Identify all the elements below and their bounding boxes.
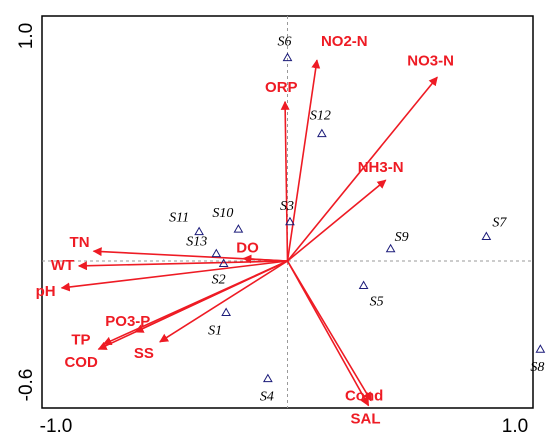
- arrow-label-tp: TP: [71, 331, 90, 348]
- site-marker-s7: [481, 231, 492, 240]
- arrow-do: [242, 254, 288, 264]
- x-tick-min: -1.0: [40, 416, 73, 437]
- site-label-s7: S7: [492, 216, 507, 231]
- site-label-s6: S6: [278, 35, 292, 50]
- arrow-cod: [97, 260, 288, 350]
- sites-layer: S1 S2 S3 S4 S5 S6 S7 S8 S9 S10 S11 S12 S13: [169, 35, 546, 405]
- arrow-label-cod: COD: [64, 354, 98, 371]
- site-marker-s6: [282, 52, 293, 62]
- site-label-s11: S11: [169, 211, 189, 226]
- site-label-s1: S1: [208, 323, 222, 338]
- arrows-layer: NO2-NORPNO3-NNH3-NTNWTDOpHPO3-PTPCODSSCo…: [36, 33, 454, 427]
- site-marker-s2: [218, 258, 229, 267]
- site-label-s13: S13: [186, 235, 207, 250]
- arrow-no2-n: [286, 59, 321, 262]
- site-label-s12: S12: [310, 109, 331, 124]
- site-marker-s12: [317, 128, 327, 138]
- y-tick-min: -0.6: [16, 369, 37, 402]
- site-marker-s9: [385, 243, 396, 253]
- site-marker-s5: [358, 280, 369, 289]
- site-marker-s8: [535, 344, 546, 353]
- site-label-s8: S8: [530, 360, 544, 375]
- arrow-label-tn: TN: [70, 234, 90, 251]
- site-label-s9: S9: [395, 230, 409, 245]
- site-label-s5: S5: [370, 295, 384, 310]
- arrow-label-po3-p: PO3-P: [105, 313, 150, 330]
- arrow-no3-n: [286, 76, 438, 262]
- site-marker-s1: [221, 307, 231, 316]
- arrow-sal: [286, 260, 370, 407]
- site-marker-s4: [262, 373, 273, 383]
- site-label-s2: S2: [212, 272, 226, 287]
- site-label-s4: S4: [260, 390, 274, 405]
- y-tick-max: 1.0: [16, 23, 37, 49]
- arrow-nh3-n: [286, 179, 387, 262]
- arrow-label-no2-n: NO2-N: [321, 33, 368, 50]
- arrow-label-do: DO: [236, 240, 259, 257]
- site-marker-s10: [233, 224, 244, 233]
- arrow-ph: [60, 260, 288, 292]
- site-marker-s3: [285, 216, 295, 226]
- site-label-s3: S3: [280, 199, 294, 214]
- x-tick-max: 1.0: [502, 416, 528, 437]
- arrow-label-no3-n: NO3-N: [407, 52, 454, 69]
- arrow-label-ss: SS: [134, 345, 154, 362]
- arrow-orp: [280, 100, 290, 262]
- site-marker-s13: [211, 248, 222, 258]
- arrow-ss: [159, 260, 288, 343]
- arrow-label-ph: pH: [36, 283, 56, 300]
- arrow-label-nh3-n: NH3-N: [358, 159, 404, 176]
- arrow-label-orp: ORP: [265, 79, 298, 96]
- site-label-s10: S10: [212, 206, 233, 221]
- arrow-label-sal: SAL: [351, 411, 381, 428]
- site-marker-s11: [194, 226, 204, 236]
- arrow-label-wt: WT: [51, 257, 74, 274]
- arrow-wt: [77, 260, 288, 271]
